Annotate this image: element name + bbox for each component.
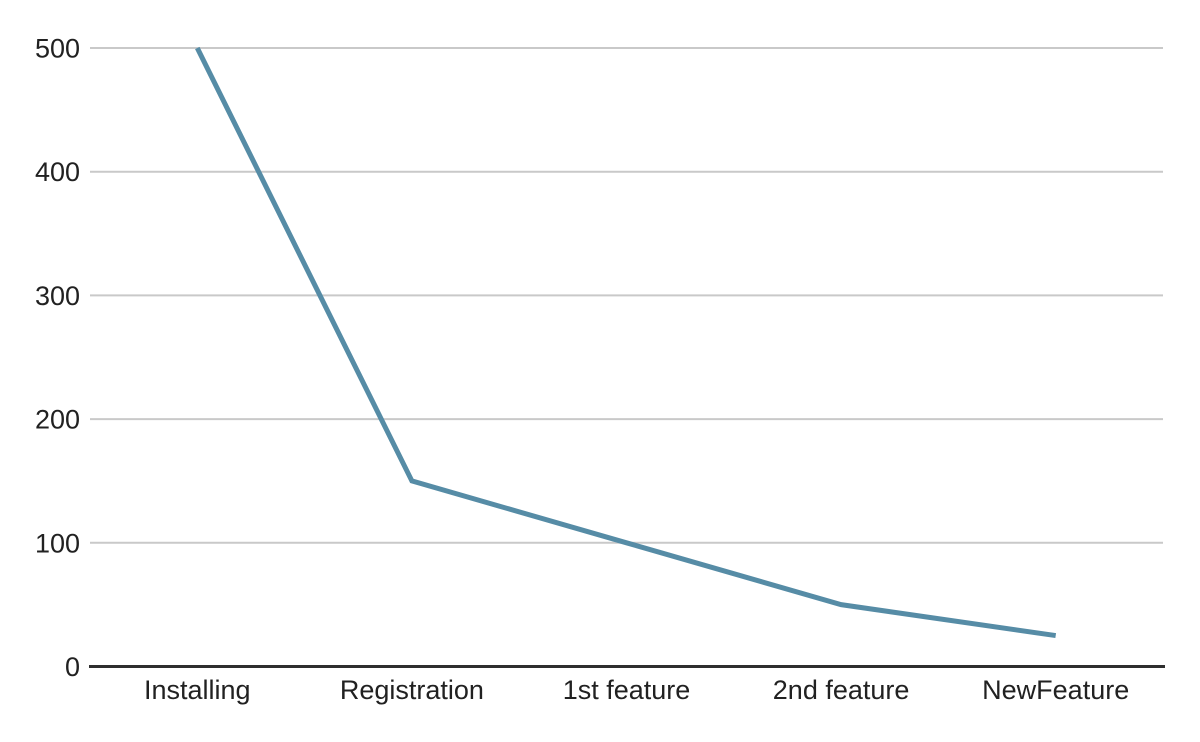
x-axis-category-label: 1st feature — [563, 675, 691, 705]
y-axis-tick-label: 300 — [35, 281, 80, 311]
x-axis-category-label: Installing — [144, 675, 251, 705]
y-axis-tick-label: 200 — [35, 405, 80, 435]
y-axis-tick-label: 400 — [35, 157, 80, 187]
x-axis-category-label: 2nd feature — [773, 675, 910, 705]
y-axis-tick-label: 0 — [65, 652, 80, 682]
y-axis-tick-label: 500 — [35, 34, 80, 64]
y-axis-tick-label: 100 — [35, 528, 80, 558]
x-axis-category-label: NewFeature — [982, 675, 1129, 705]
data-line — [195, 46, 1057, 639]
x-axis-category-label: Registration — [340, 675, 484, 705]
